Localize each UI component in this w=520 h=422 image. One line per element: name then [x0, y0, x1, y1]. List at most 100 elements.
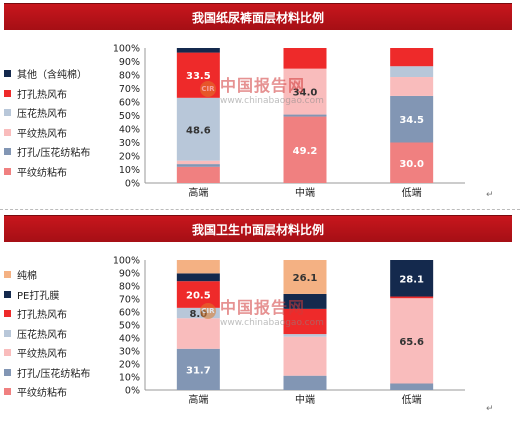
legend-swatch	[4, 89, 11, 97]
legend-label: 纯棉	[17, 271, 37, 283]
bar-segment-打孔-压花纺粘布	[390, 383, 434, 390]
chart-title-diaper: 我国纸尿裤面层材料比例	[4, 3, 512, 30]
legend-item-平纹纺粘布: 平纹纺粘布	[4, 162, 90, 182]
data-label: 33.5	[186, 71, 211, 82]
legend-swatch	[4, 109, 11, 117]
y-tick-label: 100%	[113, 256, 140, 267]
x-category-label: 中端	[295, 393, 315, 406]
y-tick-label: 90%	[119, 57, 140, 68]
y-tick-label: 10%	[119, 165, 140, 176]
bar-segment-压花热风布	[176, 97, 220, 161]
legend-item-平纹纺粘布: 平纹纺粘布	[4, 382, 90, 402]
x-category-label: 低端	[402, 393, 422, 406]
legend-label: 平纹纺粘布	[17, 388, 67, 400]
legend-swatch	[4, 271, 11, 279]
y-tick-label: 80%	[119, 71, 140, 82]
legend-item-打孔-压花纺粘布: 打孔/压花纺粘布	[4, 363, 90, 383]
legend-item-打孔-压花纺粘布: 打孔/压花纺粘布	[4, 142, 90, 162]
y-tick-label: 70%	[119, 295, 140, 306]
data-label: 48.6	[186, 125, 211, 136]
data-label: 26.1	[293, 273, 318, 284]
bar-segment-PE打孔膜	[390, 260, 434, 297]
bar-segment-其他-含纯棉-	[176, 48, 220, 53]
return-mark: ↵	[486, 190, 494, 200]
data-label: 49.2	[293, 146, 318, 157]
bar-segment-平纹纺粘布	[390, 142, 434, 183]
legend-item-压花热风布: 压花热风布	[4, 103, 90, 123]
chart-panel-diaper: 我国纸尿裤面层材料比例 其他（含纯棉） 打孔热风布压花热风布平纹热风布打孔/压花纺…	[0, 0, 520, 210]
bar-segment-打孔-压花纺粘布	[390, 95, 434, 143]
return-mark: ↵	[486, 404, 494, 414]
bar-segment-平纹热风布	[283, 68, 327, 115]
bar-segment-平纹纺粘布	[283, 116, 327, 183]
legend-swatch	[4, 128, 11, 136]
y-tick-label: 60%	[119, 98, 140, 109]
bar-segment-打孔-压花纺粘布	[176, 164, 220, 167]
legend-napkin: 纯棉 PE打孔膜打孔热风布压花热风布平纹热风布打孔/压花纺粘布 平纹纺粘布	[4, 265, 90, 402]
bar-segment-平纹热风布	[390, 77, 434, 96]
bar-segment-平纹热风布	[176, 160, 220, 165]
chart-title-napkin: 我国卫生巾面层材料比例	[4, 215, 512, 242]
bar-segment-压花热风布	[283, 334, 327, 337]
stacked-bar-chart-diaper: 0% 10% 20% 30% 40% 50% 60% 70% 80% 90% 100% 48.6 33.…	[113, 44, 465, 199]
legend-label: 打孔/压花纺粘布	[17, 368, 91, 380]
legend-item-平纹热风布: 平纹热风布	[4, 123, 90, 143]
y-tick-label: 60%	[119, 308, 140, 319]
legend-swatch	[4, 368, 11, 376]
legend-item-平纹热风布: 平纹热风布	[4, 343, 90, 363]
y-tick-label: 20%	[119, 360, 140, 371]
bar-segment-压花热风布	[390, 66, 434, 78]
bar-segment-打孔热风布	[283, 48, 327, 69]
x-category-label: 低端	[402, 186, 422, 199]
bar-segment-打孔-压花纺粘布	[283, 114, 327, 117]
data-label: 8.0	[189, 309, 207, 320]
legend-item-纯棉: 纯棉	[4, 265, 90, 285]
x-category-label: 中端	[295, 186, 315, 199]
legend-swatch	[4, 329, 11, 337]
data-label: 65.6	[399, 337, 424, 348]
legend-label: 其他（含纯棉）	[17, 70, 87, 82]
y-tick-label: 50%	[119, 321, 140, 332]
y-tick-label: 80%	[119, 282, 140, 293]
legend-swatch	[4, 70, 11, 78]
legend-label: 打孔热风布	[17, 310, 67, 322]
legend-item-打孔热风布: 打孔热风布	[4, 84, 90, 104]
data-label: 34.5	[399, 115, 424, 126]
bar-segment-平纹热风布	[176, 318, 220, 349]
legend-swatch	[4, 310, 11, 318]
bar-segment-PE打孔膜	[176, 273, 220, 282]
section-divider	[0, 209, 520, 211]
legend-diaper: 其他（含纯棉） 打孔热风布压花热风布平纹热风布打孔/压花纺粘布平纹纺粘布	[4, 64, 90, 181]
data-label: 34.0	[293, 88, 318, 99]
legend-label: 平纹热风布	[17, 128, 67, 140]
legend-swatch	[4, 167, 11, 175]
legend-label: PE打孔膜	[17, 290, 60, 302]
bar-segment-平纹热风布	[390, 298, 434, 384]
data-label: 31.7	[186, 365, 211, 376]
legend-label: 打孔热风布	[17, 89, 67, 101]
y-tick-label: 70%	[119, 84, 140, 95]
y-tick-label: 30%	[119, 138, 140, 149]
y-tick-label: 40%	[119, 125, 140, 136]
bar-segment-打孔热风布	[390, 48, 434, 67]
x-category-label: 高端	[188, 393, 208, 406]
bar-segment-压花热风布	[176, 307, 220, 319]
y-tick-label: 40%	[119, 334, 140, 345]
legend-label: 平纹热风布	[17, 349, 67, 361]
legend-label: 打孔/压花纺粘布	[17, 148, 91, 160]
chart-panel-napkin: 我国卫生巾面层材料比例 纯棉 PE打孔膜打孔热风布压花热风布平纹热风布打孔/压花纺…	[0, 212, 520, 422]
legend-label: 压花热风布	[17, 329, 67, 341]
y-tick-label: 0%	[125, 179, 140, 190]
legend-label: 压花热风布	[17, 109, 67, 121]
bar-segment-打孔热风布	[390, 296, 434, 299]
y-tick-label: 0%	[125, 386, 140, 397]
y-tick-label: 90%	[119, 269, 140, 280]
y-tick-label: 50%	[119, 111, 140, 122]
bar-segment-平纹纺粘布	[176, 166, 220, 183]
bar-segment-平纹热风布	[283, 336, 327, 376]
legend-swatch	[4, 148, 11, 156]
bar-segment-打孔-压花纺粘布	[283, 375, 327, 390]
x-category-label: 高端	[188, 186, 208, 199]
y-tick-label: 10%	[119, 373, 140, 384]
legend-swatch	[4, 388, 11, 396]
